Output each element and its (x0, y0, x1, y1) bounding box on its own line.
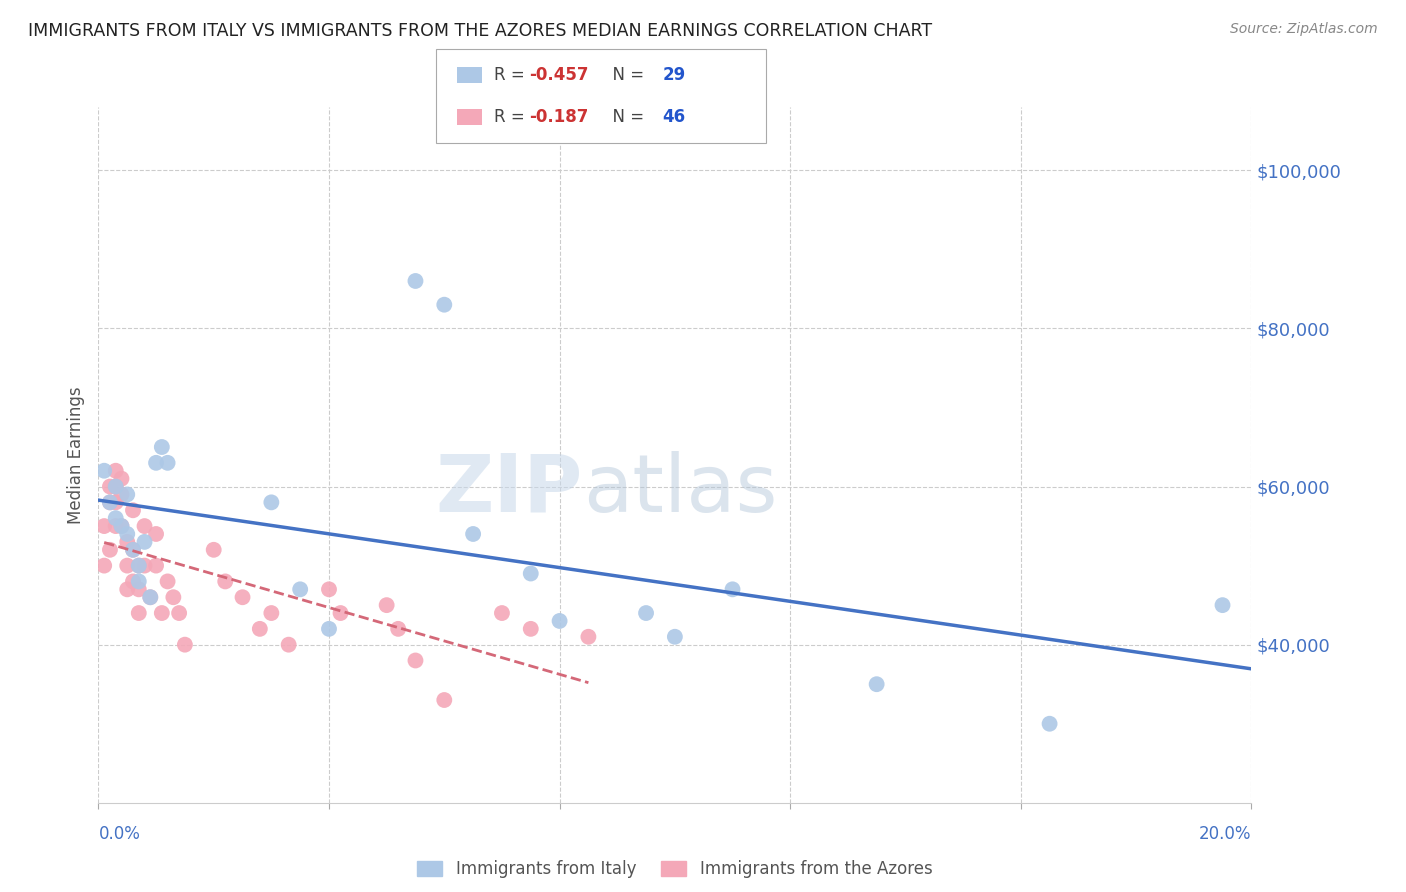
Text: 0.0%: 0.0% (98, 825, 141, 843)
Point (260, 606, 283, 620)
Point (249, 622, 271, 636)
Point (93, 558, 115, 573)
Point (93, 464, 115, 478)
Point (156, 456, 179, 470)
Text: N =: N = (602, 108, 650, 126)
Point (104, 479, 127, 493)
Point (122, 503, 145, 517)
Text: -0.187: -0.187 (529, 108, 588, 126)
Point (98, 479, 121, 493)
Point (290, 582, 312, 597)
Point (318, 582, 340, 597)
Point (104, 479, 127, 493)
Point (145, 558, 167, 573)
Point (636, 606, 658, 620)
Text: 46: 46 (662, 108, 685, 126)
Point (1038, 716, 1062, 731)
Point (93, 519, 115, 533)
Point (110, 487, 132, 501)
Point (145, 456, 167, 470)
Point (433, 298, 456, 312)
Point (128, 574, 150, 589)
Point (145, 527, 167, 541)
Point (214, 574, 236, 589)
Point (110, 519, 132, 533)
Point (104, 519, 127, 533)
Point (548, 614, 571, 628)
Point (578, 630, 600, 644)
Point (156, 574, 179, 589)
Point (128, 558, 150, 573)
Point (231, 591, 254, 605)
Point (375, 598, 398, 612)
Point (110, 472, 132, 486)
Point (866, 677, 889, 691)
Point (128, 582, 150, 597)
Point (167, 606, 190, 620)
Point (405, 274, 427, 288)
Point (104, 511, 127, 525)
Point (104, 464, 127, 478)
Point (162, 591, 184, 605)
Text: ZIP: ZIP (436, 450, 582, 529)
Point (134, 519, 156, 533)
Point (433, 693, 456, 707)
Point (117, 527, 138, 541)
Point (405, 653, 427, 667)
Point (520, 622, 543, 636)
Text: 29: 29 (662, 66, 686, 84)
Y-axis label: Median Earnings: Median Earnings (66, 386, 84, 524)
Point (329, 606, 352, 620)
Point (520, 566, 543, 581)
Point (134, 558, 156, 573)
Point (491, 606, 513, 620)
Point (260, 495, 283, 509)
Point (461, 527, 484, 541)
Point (139, 591, 162, 605)
Point (202, 542, 225, 557)
Point (98, 542, 121, 557)
Point (174, 638, 197, 652)
Text: R =: R = (494, 108, 530, 126)
Point (122, 574, 145, 589)
Point (128, 606, 150, 620)
Point (721, 582, 744, 597)
Point (117, 582, 138, 597)
Point (104, 495, 127, 509)
Point (387, 622, 409, 636)
Legend: Immigrants from Italy, Immigrants from the Azores: Immigrants from Italy, Immigrants from t… (411, 854, 939, 885)
Point (117, 535, 138, 549)
Point (122, 542, 145, 557)
Text: IMMIGRANTS FROM ITALY VS IMMIGRANTS FROM THE AZORES MEDIAN EARNINGS CORRELATION : IMMIGRANTS FROM ITALY VS IMMIGRANTS FROM… (28, 22, 932, 40)
Point (150, 440, 173, 454)
Point (318, 622, 340, 636)
Point (110, 519, 132, 533)
Text: atlas: atlas (582, 450, 778, 529)
Point (128, 558, 150, 573)
Point (117, 558, 138, 573)
Point (122, 542, 145, 557)
Point (664, 630, 686, 644)
Point (1212, 598, 1234, 612)
Point (134, 535, 156, 549)
Text: Source: ZipAtlas.com: Source: ZipAtlas.com (1230, 22, 1378, 37)
Text: N =: N = (602, 66, 650, 84)
Text: R =: R = (494, 66, 530, 84)
Text: -0.457: -0.457 (529, 66, 588, 84)
Point (139, 591, 162, 605)
Point (98, 495, 121, 509)
Point (277, 638, 299, 652)
Point (117, 487, 138, 501)
Point (98, 495, 121, 509)
Text: 20.0%: 20.0% (1199, 825, 1251, 843)
Point (150, 606, 173, 620)
